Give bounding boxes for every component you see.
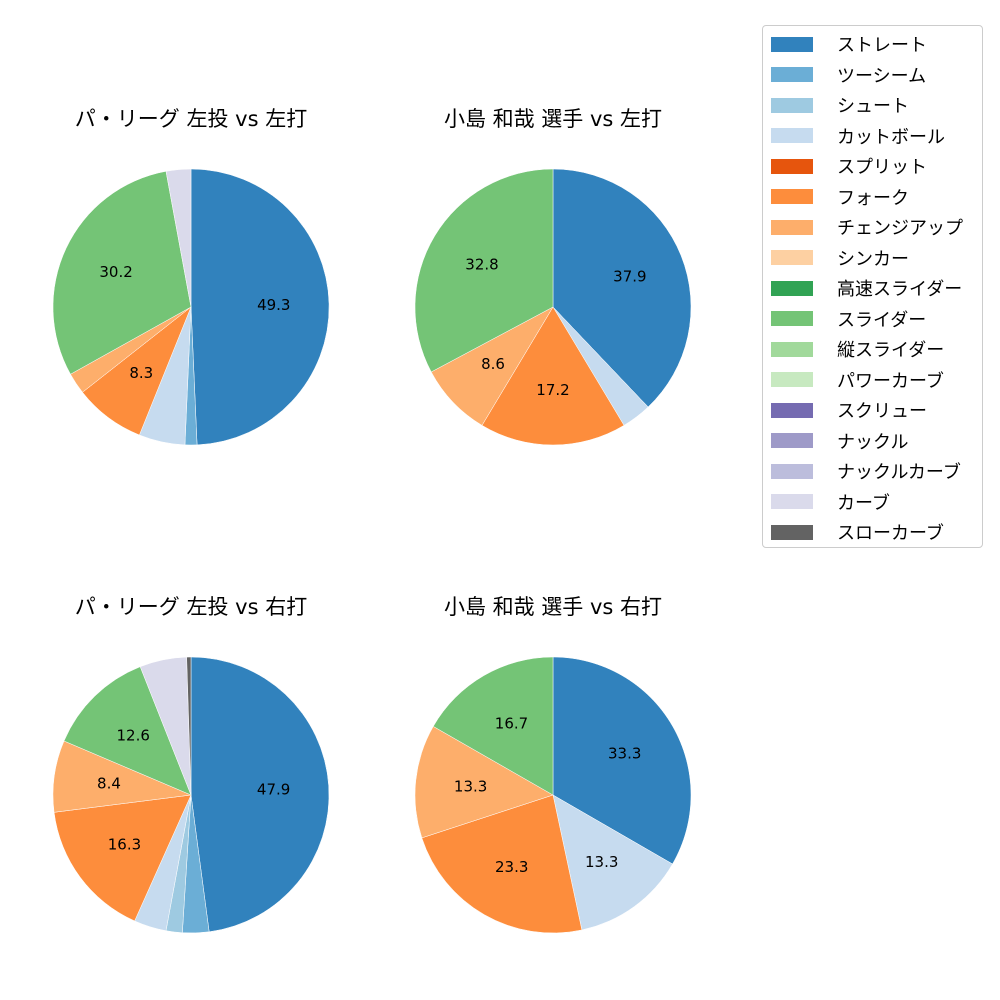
legend-label: 縦スライダー (837, 340, 945, 361)
pie-slice (432, 656, 554, 796)
legend-swatch (771, 433, 813, 448)
slice-value-label: 16.3 (108, 835, 141, 853)
slice-value-label: 47.9 (257, 781, 290, 799)
pie-slice (481, 306, 625, 446)
legend-label: カーブ (837, 492, 890, 514)
slice-value-label: 8.4 (97, 775, 121, 793)
legend-item: ナックル (771, 430, 909, 453)
chart-title-bottom-left: パ・リーグ 左投 vs 右打 (74, 595, 308, 619)
legend-label: ツーシーム (837, 65, 927, 87)
legend-item: スライダー (771, 308, 927, 331)
legend-item: ストレート (771, 33, 927, 56)
legend-item: 縦スライダー (771, 338, 945, 361)
legend-label: ナックルカーブ (837, 462, 961, 483)
legend-label: シュート (837, 96, 909, 117)
legend-item: スローカーブ (771, 521, 944, 544)
legend-label: チェンジアップ (837, 218, 963, 239)
legend-swatch (771, 36, 813, 52)
slice-value-label: 17.2 (536, 381, 569, 399)
slice-value-label: 32.8 (465, 255, 498, 273)
slice-value-label: 49.3 (257, 296, 290, 314)
slice-value-label: 8.6 (481, 355, 505, 373)
legend-label: スローカーブ (837, 523, 944, 544)
legend-label: パワーカーブ (837, 370, 944, 392)
slice-value-label: 30.2 (99, 263, 132, 281)
legend-item: スプリット (771, 155, 927, 178)
legend-item: ツーシーム (771, 64, 927, 87)
legend: ストレート ツーシーム シュート カットボール スプリット フォーク チェンジア… (762, 25, 983, 548)
legend-swatch (771, 341, 813, 357)
legend-item: パワーカーブ (771, 369, 944, 392)
slice-value-label: 13.3 (585, 853, 618, 871)
pie-chart-kojima-vs-lhb: 37.9 17.2 8.6 32.8 (414, 168, 692, 446)
chart-title-bottom-right: 小島 和哉 選手 vs 右打 (443, 595, 663, 619)
pie-slice (165, 168, 192, 308)
legend-swatch (771, 97, 813, 113)
legend-item: シュート (771, 94, 909, 117)
pie-slice (63, 666, 192, 796)
legend-label: ナックル (837, 431, 909, 453)
pie-chart-kojima-vs-rhb: 33.3 13.3 23.3 13.3 16.7 (414, 656, 692, 934)
legend-swatch (771, 494, 813, 509)
slice-value-label: 12.6 (116, 727, 149, 745)
legend-swatch (771, 158, 813, 174)
slice-value-label: 16.7 (495, 714, 528, 732)
pie-slice (53, 794, 192, 922)
legend-item: カットボール (771, 125, 945, 148)
pie-slice (190, 168, 330, 446)
pie-slice (552, 168, 692, 408)
legend-label: スライダー (837, 309, 927, 331)
pie-slice (190, 656, 330, 933)
slice-value-label: 23.3 (495, 858, 528, 876)
slice-value-label: 13.3 (454, 778, 487, 796)
slice-value-label: 8.3 (129, 364, 153, 382)
legend-item: カーブ (771, 491, 890, 514)
legend-swatch (771, 219, 813, 235)
legend-swatch (771, 402, 813, 418)
legend-label: 高速スライダー (837, 279, 963, 300)
legend-swatch (771, 128, 813, 143)
slice-value-label: 37.9 (613, 267, 646, 285)
legend-swatch (771, 280, 813, 296)
legend-swatch (771, 67, 813, 82)
legend-label: カットボール (837, 126, 945, 148)
legend-label: フォーク (837, 187, 909, 209)
legend-item: スクリュー (771, 399, 927, 422)
chart-title-top-right: 小島 和哉 選手 vs 左打 (443, 107, 663, 131)
legend-item: 高速スライダー (771, 277, 963, 300)
legend-label: スプリット (837, 157, 927, 178)
legend-label: シンカー (837, 248, 909, 270)
pie-slice (552, 794, 673, 931)
legend-item: チェンジアップ (771, 216, 963, 239)
pie-slice (421, 794, 583, 934)
pie-chart-pl-lhp-vs-lhb: 49.3 8.3 30.2 (52, 168, 330, 446)
pie-slice (186, 656, 192, 796)
legend-swatch (771, 250, 813, 265)
chart-title-top-left: パ・リーグ 左投 vs 左打 (74, 107, 308, 131)
legend-item: ナックルカーブ (771, 460, 961, 483)
pie-chart-pl-lhp-vs-rhb: 47.9 16.3 8.4 12.6 (52, 656, 330, 934)
legend-item: シンカー (771, 247, 909, 270)
pie-slice (552, 656, 692, 865)
legend-label: ストレート (837, 35, 927, 56)
legend-swatch (771, 372, 813, 387)
legend-item: フォーク (771, 186, 909, 209)
legend-label: スクリュー (837, 401, 927, 422)
legend-swatch (771, 524, 813, 540)
legend-swatch (771, 463, 813, 479)
legend-swatch (771, 311, 813, 326)
pie-slice (414, 168, 554, 373)
legend-swatch (771, 189, 813, 204)
pie-slice (52, 170, 192, 375)
slice-value-label: 33.3 (608, 745, 641, 763)
pie-slice (414, 726, 554, 839)
